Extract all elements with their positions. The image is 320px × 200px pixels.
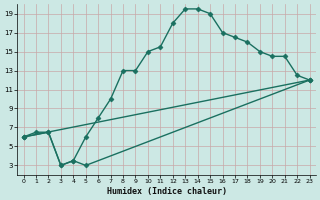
X-axis label: Humidex (Indice chaleur): Humidex (Indice chaleur) <box>107 187 227 196</box>
